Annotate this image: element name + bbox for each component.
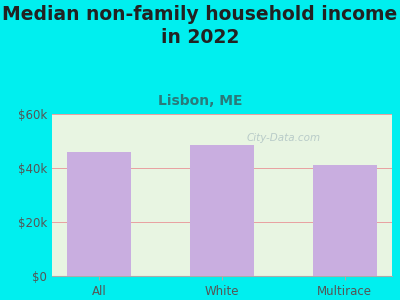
- Bar: [68, 152, 131, 276]
- Text: Median non-family household income
in 2022: Median non-family household income in 20…: [2, 4, 398, 47]
- Text: Lisbon, ME: Lisbon, ME: [158, 94, 242, 109]
- Bar: [190, 145, 254, 276]
- Bar: [313, 165, 376, 276]
- Text: City-Data.com: City-Data.com: [246, 134, 320, 143]
